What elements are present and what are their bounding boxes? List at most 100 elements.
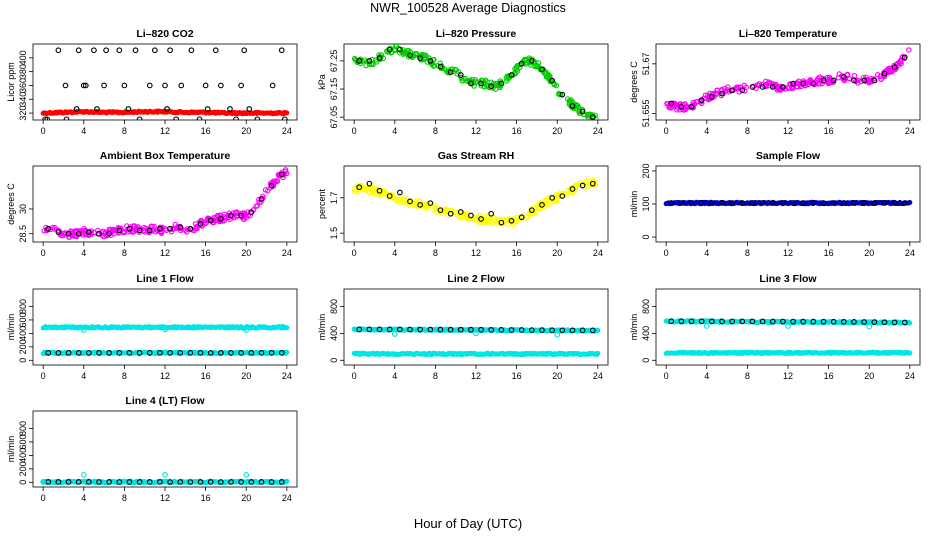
- data-point: [55, 350, 62, 356]
- data-point: [427, 200, 434, 206]
- data-point: [212, 47, 219, 54]
- data-point: [164, 106, 170, 112]
- data-point: [478, 80, 484, 87]
- data-point: [907, 350, 913, 356]
- panel-title: Gas Stream RH: [438, 150, 514, 162]
- data-point: [417, 326, 424, 333]
- panel-6: Sample Flow 0 4 8 12 16 20 24 0 100 200 ml/min: [629, 150, 921, 258]
- data-point: [698, 97, 705, 104]
- y-axis-label: percent: [317, 188, 327, 219]
- data-point: [729, 318, 736, 325]
- data-point: [840, 200, 847, 206]
- data-point: [284, 349, 290, 355]
- data-point: [91, 47, 97, 54]
- data-point: [759, 84, 766, 90]
- data-point: [678, 103, 685, 110]
- data-point: [790, 200, 796, 206]
- plot-area: [41, 167, 290, 240]
- data-point: [197, 220, 204, 227]
- data-point: [177, 350, 184, 356]
- x-tick-label: 24: [905, 248, 915, 258]
- data-point: [366, 58, 373, 64]
- data-point: [699, 100, 705, 107]
- panel-2: Li–820 Pressure 0 4 8 12 16 20 24 67.05 67.15 67.2…: [317, 28, 609, 136]
- y-tick-label: 51.655: [641, 100, 651, 128]
- y-axis-label: kPa: [317, 74, 327, 90]
- x-tick-label: 12: [471, 248, 481, 258]
- x-tick-label: 16: [201, 126, 211, 136]
- data-point: [595, 350, 601, 356]
- data-point: [553, 198, 560, 204]
- data-point: [101, 82, 107, 89]
- x-tick-label: 0: [41, 248, 46, 258]
- data-point: [565, 96, 571, 102]
- data-point: [414, 197, 420, 204]
- data-point: [539, 202, 545, 208]
- data-point: [94, 106, 100, 112]
- panel-title: Li–820 CO2: [136, 28, 193, 40]
- data-point: [356, 58, 363, 64]
- data-point: [207, 479, 214, 485]
- data-point: [253, 203, 259, 210]
- data-point: [569, 103, 576, 109]
- data-point: [739, 87, 746, 94]
- data-point: [877, 73, 884, 80]
- data-point: [227, 216, 233, 222]
- data-point: [362, 185, 369, 192]
- data-point: [65, 479, 72, 485]
- data-point: [157, 225, 163, 232]
- plot-area: [40, 472, 290, 486]
- data-point: [539, 327, 545, 334]
- data-point: [386, 193, 393, 199]
- panel-title: Line 2 Flow: [447, 273, 505, 285]
- data-point: [397, 199, 403, 206]
- x-tick-label: 12: [471, 126, 481, 136]
- data-point: [162, 326, 168, 333]
- data-point: [871, 200, 878, 206]
- y-tick-label: 600: [18, 434, 28, 449]
- x-tick-label: 24: [593, 371, 603, 381]
- data-point: [268, 479, 275, 485]
- data-point: [85, 229, 92, 235]
- y-tick-label: 1.5: [329, 227, 339, 240]
- data-point: [820, 318, 827, 325]
- data-point: [460, 214, 466, 220]
- x-tick-label: 16: [201, 371, 211, 381]
- data-point: [769, 200, 776, 206]
- plot-area: [40, 47, 290, 120]
- data-point: [763, 78, 769, 85]
- data-point: [871, 77, 878, 84]
- x-tick-label: 8: [122, 371, 127, 381]
- data-point: [132, 47, 139, 54]
- data-point: [698, 200, 705, 206]
- data-point: [688, 318, 695, 325]
- y-axis-label: degrees C: [629, 61, 639, 103]
- data-point: [405, 53, 412, 60]
- x-tick-label: 4: [81, 248, 86, 258]
- x-tick-label: 20: [552, 371, 562, 381]
- x-tick-label: 8: [745, 126, 750, 136]
- y-axis-label: ml/min: [6, 314, 16, 341]
- data-point: [202, 220, 209, 226]
- data-point: [80, 82, 87, 89]
- x-tick-label: 0: [664, 126, 669, 136]
- data-point: [386, 326, 393, 333]
- data-point: [407, 198, 413, 205]
- data-point: [44, 116, 51, 120]
- data-point: [589, 327, 596, 334]
- x-tick-label: 16: [512, 248, 522, 258]
- data-point: [528, 327, 535, 333]
- data-point: [351, 55, 358, 62]
- data-point: [545, 74, 551, 80]
- data-point: [178, 82, 185, 89]
- data-point: [907, 200, 913, 206]
- data-point: [85, 479, 92, 485]
- data-point: [559, 327, 566, 334]
- data-point: [581, 111, 588, 118]
- data-point: [790, 318, 796, 325]
- data-point: [907, 320, 913, 326]
- data-point: [75, 47, 82, 54]
- data-point: [167, 225, 173, 232]
- data-point: [116, 479, 123, 485]
- y-tick-label: 30: [18, 204, 28, 214]
